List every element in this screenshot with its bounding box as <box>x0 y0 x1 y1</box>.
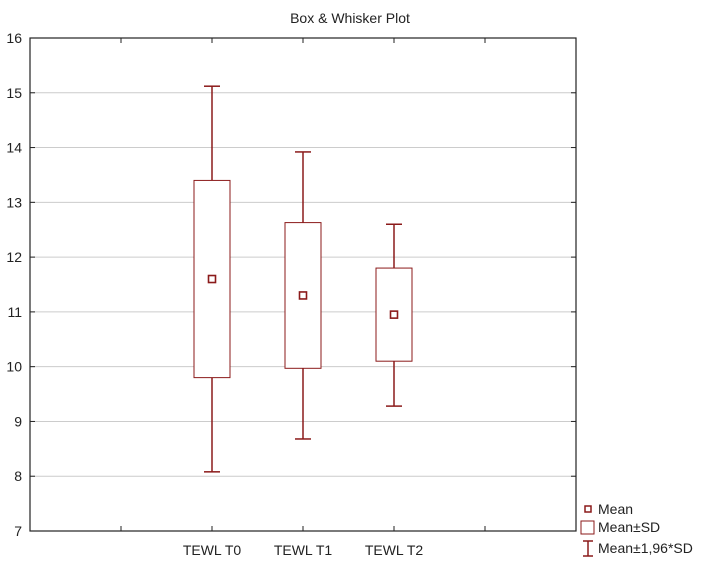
chart-title: Box & Whisker Plot <box>290 10 410 26</box>
legend-mean-label: Mean <box>598 501 633 517</box>
boxes <box>193 85 413 473</box>
y-tick-label: 12 <box>6 249 22 265</box>
box-group <box>193 85 231 473</box>
mean-marker <box>207 274 217 284</box>
y-tick-label: 11 <box>7 304 22 320</box>
legend-whisker-label: Mean±1,96*SD <box>598 540 693 556</box>
box-group <box>284 151 322 440</box>
sd-box <box>193 179 231 379</box>
legend-mean-marker <box>584 505 592 513</box>
mean-marker <box>298 291 308 300</box>
y-tick-label: 9 <box>14 413 22 429</box>
legend-sd-label: Mean±SD <box>598 519 660 535</box>
y-tick-label: 8 <box>14 468 22 484</box>
y-tick-label: 10 <box>6 359 22 375</box>
y-tick-label: 7 <box>14 523 22 539</box>
mean-marker <box>389 310 399 319</box>
x-category-label: TEWL T1 <box>274 542 333 558</box>
y-tick-label: 14 <box>6 140 22 156</box>
y-tick-label: 16 <box>6 30 22 46</box>
legend-sd-marker <box>580 520 595 535</box>
x-axis: TEWL T0 TEWL T1 TEWL T2 <box>120 38 486 558</box>
y-tick-label: 13 <box>6 194 22 210</box>
x-category-label: TEWL T0 <box>183 542 242 558</box>
legend-whisker-marker <box>583 540 593 557</box>
y-axis: 7 8 9 10 11 12 13 14 15 16 <box>6 30 576 539</box>
x-category-label: TEWL T2 <box>365 542 424 558</box>
y-tick-label: 15 <box>6 85 22 101</box>
legend: Mean Mean±SD Mean±1,96*SD <box>580 501 693 557</box>
box-group <box>375 223 413 407</box>
